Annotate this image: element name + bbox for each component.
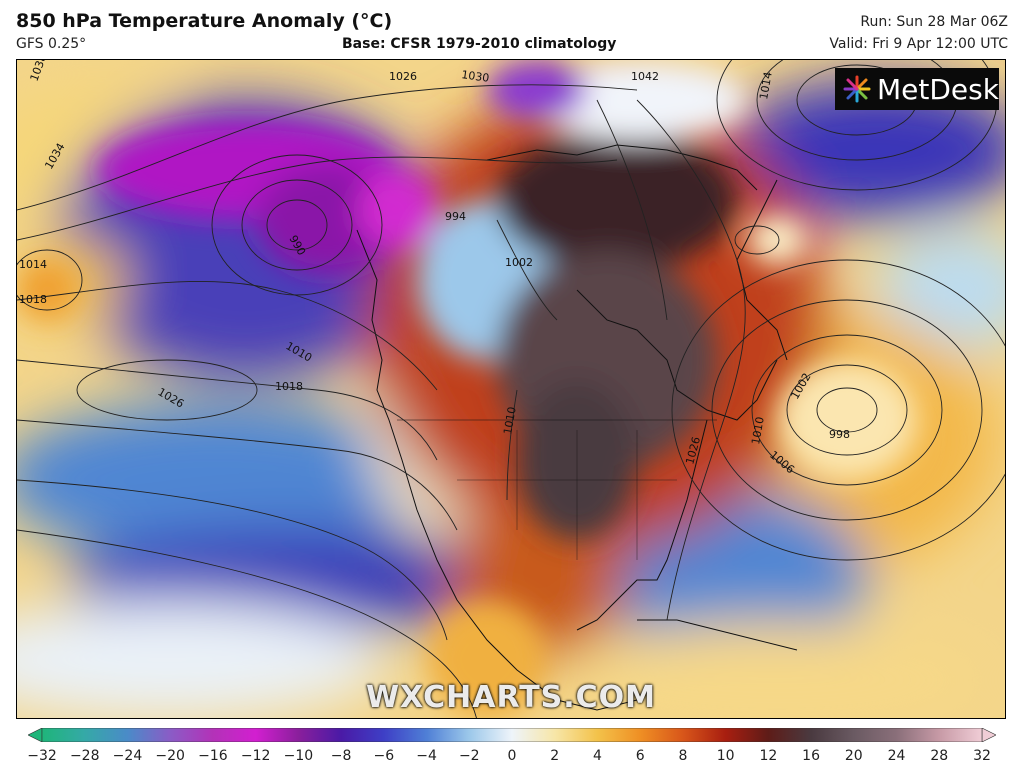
colorbar-tick-label: −10 (283, 748, 314, 764)
colorbar-tick-label: 8 (678, 748, 688, 764)
colorbar-max-arrow (981, 728, 996, 742)
isobar-label: 1014 (757, 71, 775, 101)
colorbar-tick-label: −20 (155, 748, 185, 764)
colorbar-tick-label: −8 (330, 748, 352, 764)
colorbar-tick-label: 16 (802, 748, 820, 764)
isobar-label: 1010 (749, 416, 767, 446)
isobar-label: 1026 (389, 70, 417, 83)
colorbar-tick-label: 20 (844, 748, 863, 764)
colorbar-tick-label: 28 (930, 748, 949, 764)
colorbar-tick-label: 10 (716, 748, 735, 764)
metdesk-logo-text: MetDesk (877, 72, 999, 106)
anomaly-map: 1038 1034 1026 1030 1042 1014 1018 994 1… (16, 59, 1006, 719)
model-label: GFS 0.25° (16, 36, 87, 52)
colorbar-tick-label: −24 (112, 748, 143, 764)
colorbar-tick-label: 0 (507, 748, 517, 764)
wxcharts-watermark: WXCHARTS.COM (365, 680, 657, 715)
colorbar-tick-label: −28 (69, 748, 100, 764)
map-canvas: 1038 1034 1026 1030 1042 1014 1018 994 1… (17, 60, 1005, 718)
colorbar-tick-label: 32 (973, 748, 991, 764)
isobar-label: 1010 (501, 406, 519, 436)
valid-time-label: Valid: Fri 9 Apr 12:00 UTC (829, 36, 1008, 52)
colorbar-tick-label: 12 (759, 748, 778, 764)
metdesk-starburst-icon (843, 75, 871, 103)
isobar-label: 1042 (631, 70, 659, 83)
isobar-label: 1018 (275, 380, 303, 393)
isobar-label: 1002 (505, 256, 533, 269)
run-time-label: Run: Sun 28 Mar 06Z (860, 14, 1008, 30)
colorbar-tick-label: −6 (373, 748, 395, 764)
colorbar-tick-label: 4 (592, 748, 602, 764)
isobar-label: 1014 (19, 258, 47, 271)
colorbar-tick-label: −16 (198, 748, 228, 764)
colorbar-min-arrow (28, 728, 43, 742)
colorbar-tick-label: −4 (416, 748, 437, 764)
metdesk-logo: MetDesk (835, 68, 999, 110)
anomaly-field-detail (17, 60, 917, 718)
colorbar-tick-label: 6 (635, 748, 645, 764)
colorbar-tick-label: 2 (550, 748, 560, 764)
colorbar (28, 728, 996, 742)
colorbar-gradient (41, 728, 983, 742)
isobar-label: 994 (445, 210, 466, 223)
map-title: 850 hPa Temperature Anomaly (°C) (16, 10, 393, 32)
isobar-label: 1018 (19, 293, 47, 306)
colorbar-labels: −32 −28 −24 −20 −16 −12 −10 −8 −6 −4 −2 0 2 4 6 8 10 12 16… (0, 748, 1024, 768)
isobar-label: 1030 (461, 68, 491, 85)
colorbar-tick-label: −2 (458, 748, 480, 764)
colorbar-tick-label: 24 (887, 748, 906, 764)
colorbar-tick-label: −32 (27, 748, 57, 764)
climatology-base-label: Base: CFSR 1979-2010 climatology (342, 36, 617, 52)
isobars (17, 60, 1005, 718)
colorbar-tick-label: −12 (240, 748, 271, 764)
isobar-label: 998 (829, 428, 850, 441)
